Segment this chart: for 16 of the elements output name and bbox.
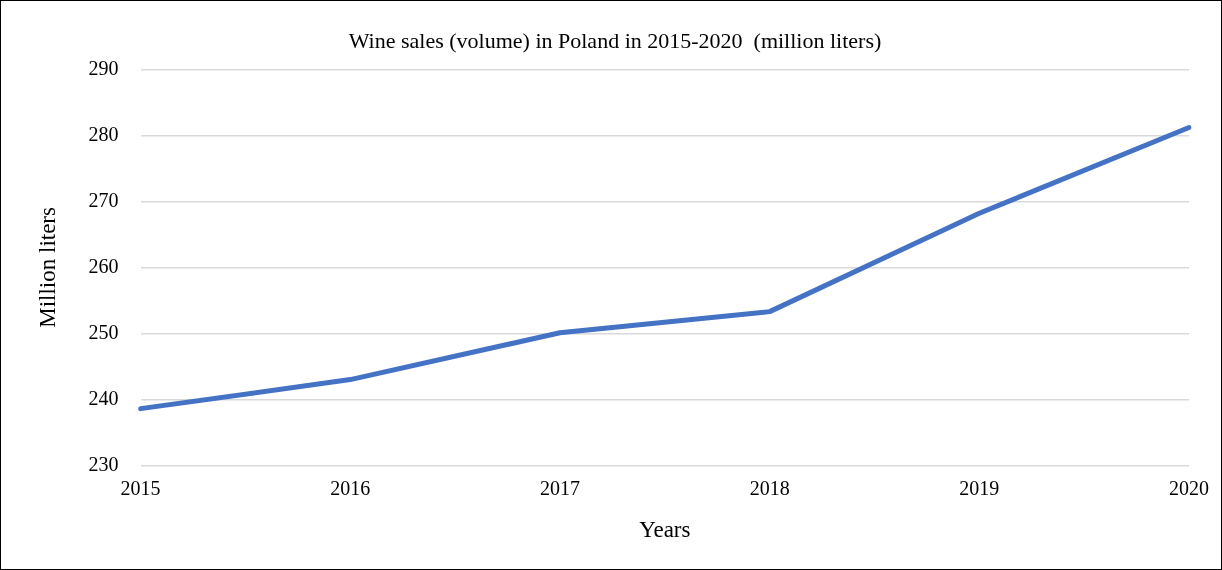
y-tick-label: 270 [88,188,119,211]
x-tick-label: 2017 [539,476,580,499]
chart-title: Wine sales (volume) in Poland in 2015-2020 (million liters) [348,27,882,53]
y-tick-label: 230 [88,452,119,475]
y-tick-label: 260 [88,254,119,277]
x-tick-label: 2016 [330,476,371,499]
x-tick-label: 2018 [749,476,790,499]
y-axis-title: Million liters [34,206,60,328]
y-tick-label: 240 [88,386,119,409]
x-axis-title: Years [639,517,691,543]
x-tick-label: 2015 [120,476,161,499]
y-tick-label: 290 [88,56,119,79]
x-tick-label: 2019 [959,476,1000,499]
y-tick-label: 250 [88,320,119,343]
y-tick-label: 280 [88,122,119,145]
x-tick-label: 2020 [1169,476,1209,499]
